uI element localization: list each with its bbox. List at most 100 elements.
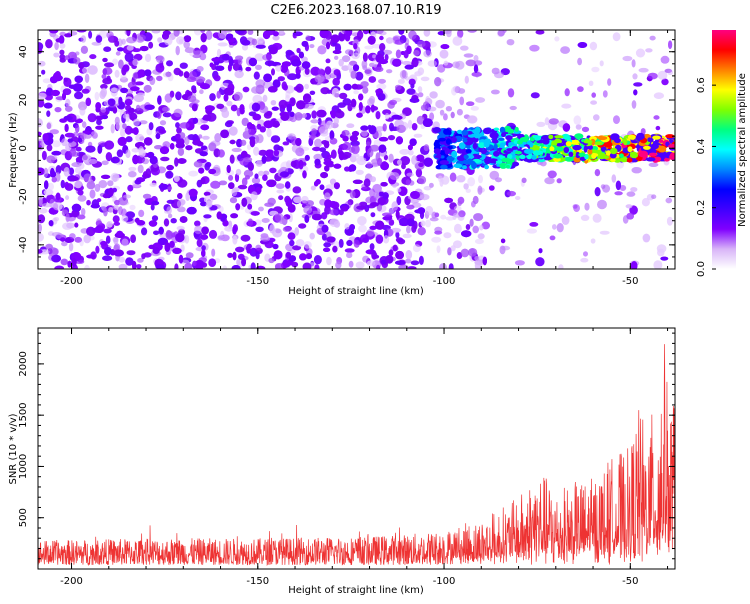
spectrogram-cell — [305, 35, 311, 42]
spectrogram-cell — [347, 103, 353, 112]
spectrogram-cell — [491, 67, 500, 75]
spectrogram-cell — [250, 262, 256, 269]
spectrogram-cell — [113, 249, 124, 257]
colorbar-tick-label: 0.2 — [696, 200, 707, 216]
spectrogram-cell — [266, 128, 272, 138]
spectrogram-cell — [298, 223, 307, 229]
spectrogram-cell — [400, 156, 411, 166]
spectrogram-cell — [417, 92, 424, 98]
spectrogram-cell — [407, 144, 413, 151]
spectrogram-cell — [640, 128, 646, 135]
spectrogram-cell — [217, 30, 227, 39]
spectrogram-cell — [241, 177, 248, 186]
spectrogram-cell — [231, 147, 242, 153]
spectrogram-cell — [375, 220, 385, 230]
spectrogram-cell — [325, 184, 335, 190]
spectrogram-cell — [210, 180, 221, 189]
spectrogram-cell — [366, 229, 375, 237]
spectrogram-signal-cell — [587, 148, 593, 155]
spectrogram-cell — [231, 265, 241, 269]
spectrogram-cell — [309, 232, 315, 240]
spectrogram-cell — [305, 200, 315, 207]
spectrogram-cell — [68, 84, 78, 89]
spectrogram-cell — [138, 146, 144, 156]
spectrogram-cell — [196, 66, 204, 72]
spectrogram-signal-cell — [531, 154, 537, 160]
spectrogram-cell — [163, 218, 170, 227]
spectrogram-cell — [583, 251, 588, 257]
figure-title: C2E6.2023.168.07.10.R19 — [270, 3, 441, 18]
spectrogram-cell — [530, 92, 540, 99]
spectrogram-cell — [272, 213, 282, 223]
spectrogram-cell — [633, 82, 643, 87]
spectrogram-cell — [41, 150, 47, 161]
colorbar-tick-label: 0.0 — [696, 261, 707, 277]
spectrogram-cell — [116, 149, 124, 158]
spectrogram-signal-cell — [493, 150, 500, 157]
spectrogram-cell — [42, 133, 49, 142]
spectrogram-cell — [164, 93, 173, 103]
snr-frame — [37, 327, 676, 570]
spectrogram-cell — [195, 76, 206, 83]
spectrogram-cell — [229, 139, 236, 145]
spectrogram-cell — [418, 255, 424, 265]
spectrogram-cell — [594, 187, 601, 197]
spectrogram-cell — [454, 86, 461, 94]
spectrogram-cell — [222, 265, 227, 269]
spectrogram-cell — [665, 197, 673, 204]
spectrogram-cell — [324, 165, 330, 172]
spectrogram-cell — [280, 113, 290, 121]
spectrogram-cell — [660, 55, 670, 64]
spectrogram-cell — [117, 136, 127, 146]
spectrogram-cell — [661, 78, 669, 86]
spectrogram-cell — [295, 239, 305, 247]
spectrogram-signal-cell — [658, 139, 664, 143]
spectrogram-cell — [447, 247, 452, 256]
spectrogram-signal-cell — [568, 151, 574, 157]
spectrogram-cell — [216, 90, 221, 99]
spectrogram-cell — [44, 180, 49, 190]
spectrogram-cell — [420, 220, 426, 227]
spectrogram-cell — [86, 199, 91, 206]
spectrogram-signal-cell — [648, 152, 658, 157]
spectrogram-cell — [384, 113, 390, 120]
spectrogram-cell — [397, 79, 405, 84]
spectrogram-cell — [273, 250, 283, 260]
spectrogram-signal-cell — [433, 148, 441, 155]
spectrogram-cell — [292, 245, 302, 251]
spectrogram-cell — [657, 70, 668, 80]
spectrogram-cell — [120, 87, 128, 94]
spectrogram-cell — [77, 189, 84, 196]
spectrogram-cell — [631, 167, 642, 174]
spectrogram-cell — [169, 240, 175, 248]
spectrogram-cell — [495, 177, 502, 183]
spectrogram-cell — [98, 180, 108, 189]
spectrogram-cell — [363, 178, 371, 188]
spectrogram-cell — [53, 217, 60, 222]
spectrogram-cell — [429, 112, 435, 121]
spectrogram-cell — [580, 257, 589, 263]
spectrogram-cell — [63, 115, 73, 121]
spectrogram-cell — [303, 241, 312, 249]
spectrogram-cell — [387, 135, 396, 141]
spectrogram-cell — [660, 256, 669, 261]
spectrogram-cell — [497, 30, 505, 37]
spectrogram-cell — [506, 39, 515, 46]
spectrogram-cell — [402, 233, 412, 239]
spectrogram-cell — [368, 95, 376, 105]
spectrogram-cell — [556, 223, 564, 233]
spectrogram-cell — [184, 262, 193, 269]
spectrogram-cell — [370, 212, 376, 218]
spectrogram-cell — [48, 220, 54, 227]
spectrogram-cell — [529, 222, 539, 227]
spectrogram-cell — [590, 238, 596, 244]
spectrogram-cell — [102, 77, 113, 85]
spectrogram-cell — [463, 53, 474, 58]
spectrogram-cell — [283, 84, 288, 91]
spectrogram-cell — [204, 105, 215, 112]
spectrogram-cell — [414, 71, 422, 77]
spectrogram-cell — [351, 144, 360, 155]
spectrogram-cell — [63, 167, 70, 177]
spectrogram-signal-cell — [574, 133, 584, 140]
spectrogram-cell — [108, 207, 114, 213]
